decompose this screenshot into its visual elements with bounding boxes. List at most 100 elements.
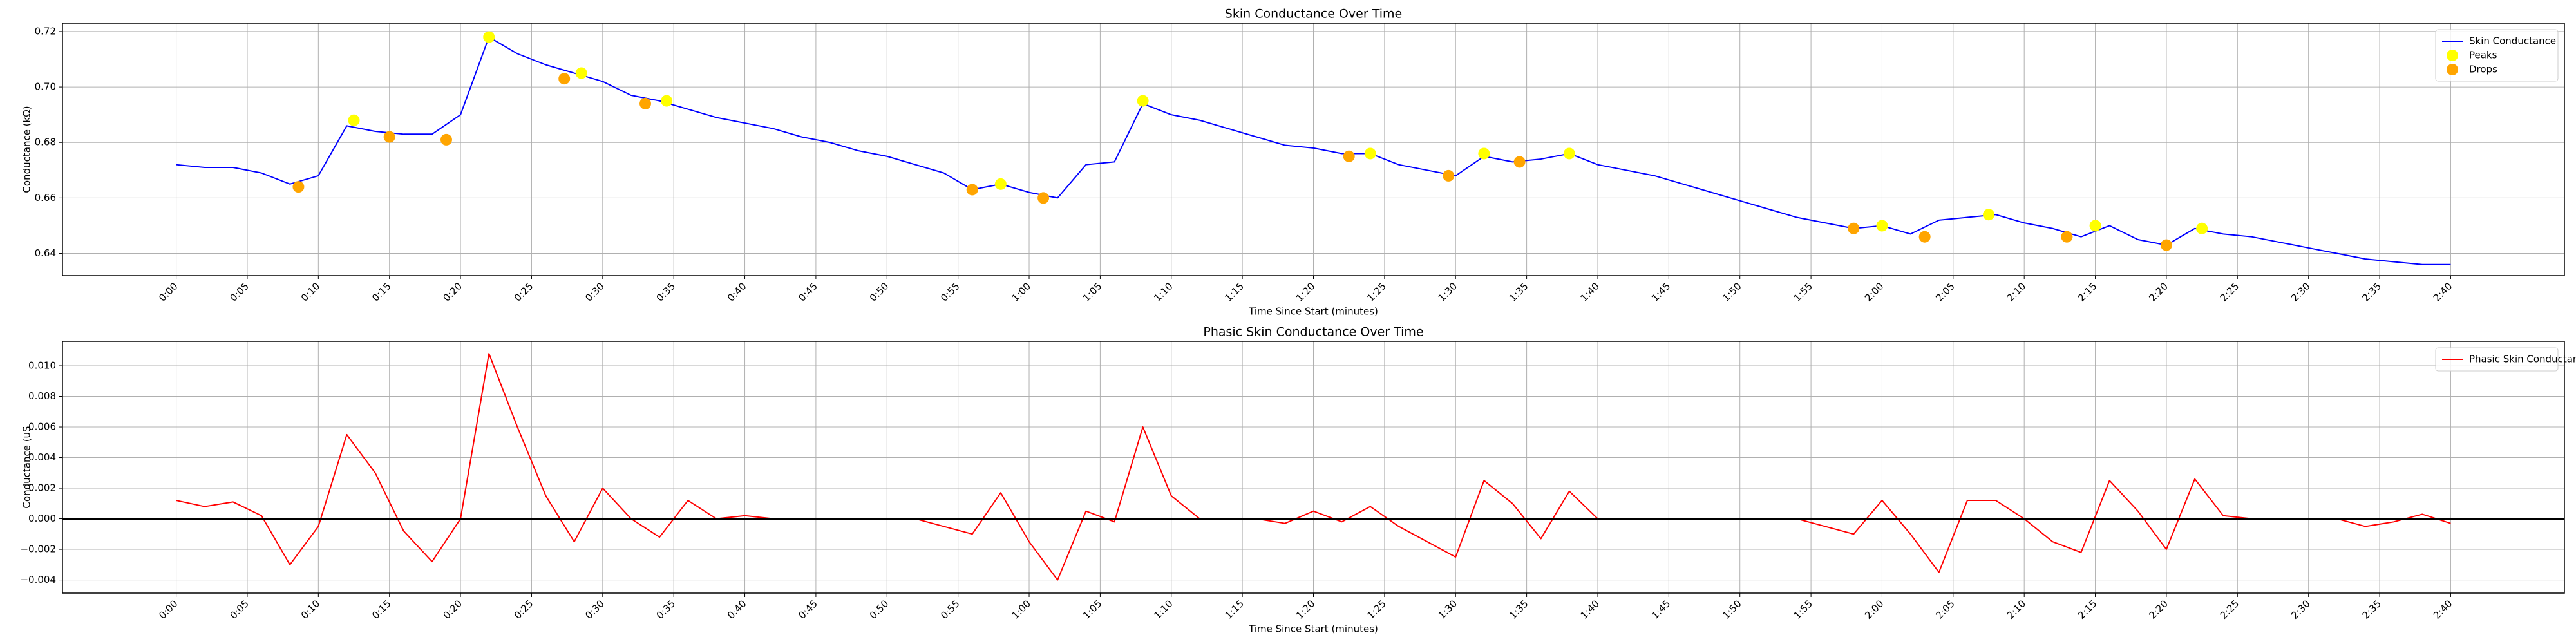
data-point [348, 114, 360, 126]
x-axis-label: Time Since Start (minutes) [1248, 306, 1378, 317]
data-line [176, 353, 2451, 581]
x-tick-label: 0:15 [370, 598, 393, 621]
y-tick-label: 0.010 [28, 360, 56, 372]
data-point [1983, 209, 1995, 221]
legend-label: Phasic Skin Conductance [2469, 354, 2576, 365]
x-tick-label: 1:05 [1081, 598, 1104, 621]
x-tick-label: 0:20 [441, 598, 465, 621]
x-tick-label: 0:40 [725, 598, 749, 621]
chart-title: Phasic Skin Conductance Over Time [1203, 325, 1423, 339]
data-point [1037, 192, 1050, 204]
y-tick-label: 0.000 [28, 513, 56, 524]
data-point [483, 31, 495, 43]
data-point [1478, 147, 1490, 160]
y-tick-label: 0.72 [35, 25, 56, 37]
data-point [1343, 150, 1355, 162]
x-tick-label: 1:05 [1081, 280, 1104, 304]
y-tick-label: 0.008 [28, 390, 56, 402]
data-point [558, 73, 571, 85]
x-tick-label: 0:20 [441, 280, 465, 304]
x-tick-label: 0:50 [867, 280, 891, 304]
data-point [575, 67, 587, 79]
x-tick-label: 2:20 [2146, 598, 2170, 621]
x-tick-label: 1:15 [1223, 598, 1247, 621]
y-tick-label: 0.66 [35, 192, 56, 204]
x-tick-label: 2:10 [2005, 280, 2029, 304]
y-tick-label: −0.002 [20, 544, 56, 555]
x-tick-label: 1:25 [1365, 598, 1388, 621]
x-tick-label: 2:20 [2146, 280, 2170, 304]
x-tick-label: 0:25 [512, 280, 536, 304]
y-axis-label: Conductance (uS [21, 426, 33, 508]
y-tick-label: 0.006 [28, 421, 56, 433]
legend-box [2435, 347, 2559, 372]
chart-title: Skin Conductance Over Time [1225, 7, 1402, 21]
x-tick-label: 0:25 [512, 598, 536, 621]
x-tick-label: 0:05 [227, 280, 251, 304]
x-tick-label: 2:35 [2360, 598, 2384, 621]
data-point [1137, 95, 1149, 107]
x-tick-label: 1:40 [1578, 280, 1602, 304]
x-tick-label: 2:00 [1862, 598, 1886, 621]
x-tick-label: 0:45 [796, 280, 820, 304]
x-axis-label: Time Since Start (minutes) [1248, 623, 1378, 635]
x-tick-label: 1:20 [1294, 280, 1318, 304]
x-tick-label: 2:10 [2005, 598, 2029, 621]
x-tick-label: 0:15 [370, 280, 393, 304]
x-tick-label: 0:35 [654, 280, 678, 304]
data-point [440, 133, 452, 146]
legend-swatch [2447, 50, 2458, 61]
data-point [1876, 220, 1888, 232]
x-tick-label: 2:40 [2431, 280, 2455, 304]
x-tick-label: 0:45 [796, 598, 820, 621]
x-tick-label: 0:55 [938, 280, 962, 304]
x-tick-label: 1:10 [1151, 598, 1175, 621]
x-tick-label: 2:05 [1933, 598, 1957, 621]
x-tick-label: 1:00 [1009, 280, 1033, 304]
data-point [1918, 231, 1931, 243]
x-tick-label: 1:55 [1792, 598, 1815, 621]
x-tick-label: 1:45 [1649, 598, 1673, 621]
x-tick-label: 2:35 [2360, 280, 2384, 304]
data-point [1513, 156, 1526, 168]
x-tick-label: 2:25 [2218, 280, 2242, 304]
x-tick-label: 1:35 [1507, 280, 1531, 304]
legend-label: Skin Conductance [2469, 35, 2556, 47]
x-tick-label: 1:50 [1720, 598, 1744, 621]
data-point [2061, 231, 2073, 243]
x-tick-label: 1:45 [1649, 280, 1673, 304]
x-tick-label: 1:30 [1436, 280, 1460, 304]
x-tick-label: 2:30 [2289, 598, 2313, 621]
x-tick-label: 2:15 [2076, 598, 2099, 621]
x-tick-label: 1:50 [1720, 280, 1744, 304]
x-tick-label: 1:40 [1578, 598, 1602, 621]
x-tick-label: 1:55 [1792, 280, 1815, 304]
y-tick-label: 0.004 [28, 451, 56, 463]
legend-swatch [2447, 64, 2458, 75]
plot-frame [62, 23, 2565, 276]
data-point [1563, 147, 1575, 160]
x-tick-label: 0:10 [299, 598, 323, 621]
legend-label: Drops [2469, 64, 2497, 75]
data-point [2089, 220, 2101, 232]
x-tick-label: 1:00 [1009, 598, 1033, 621]
data-point [1364, 147, 1376, 160]
x-tick-label: 0:30 [583, 598, 607, 621]
x-tick-label: 0:55 [938, 598, 962, 621]
y-tick-label: −0.004 [20, 574, 56, 585]
y-axis-label: Conductance (kΩ) [21, 106, 33, 193]
x-tick-label: 1:15 [1223, 280, 1247, 304]
data-point [2160, 239, 2172, 251]
x-tick-label: 1:10 [1151, 280, 1175, 304]
legend-label: Peaks [2469, 50, 2497, 61]
data-point [2196, 222, 2208, 234]
x-tick-label: 0:40 [725, 280, 749, 304]
data-point [292, 181, 305, 193]
x-tick-label: 2:00 [1862, 280, 1886, 304]
x-tick-label: 0:00 [156, 280, 180, 304]
x-tick-label: 0:10 [299, 280, 323, 304]
data-point [639, 97, 652, 109]
x-tick-label: 0:50 [867, 598, 891, 621]
data-point [1848, 222, 1860, 234]
